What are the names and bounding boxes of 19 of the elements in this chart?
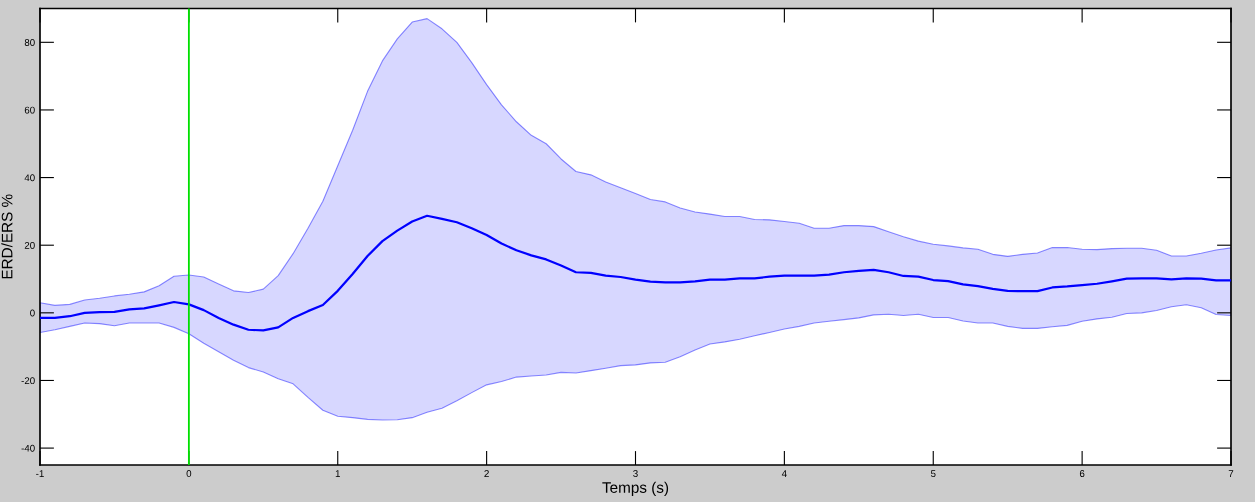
x-tick-label: 5 [930,470,936,477]
y-tick-label: 20 [24,241,35,249]
y-axis-title: ERD/ERS % [1,194,13,279]
x-tick-label: 2 [484,470,489,477]
y-tick-label: 40 [24,174,35,182]
x-tick-label: 4 [781,470,787,477]
y-tick-label: 80 [24,39,35,46]
line-series [40,214,1231,332]
x-tick-label: 1 [335,470,340,477]
y-tick-label: -20 [21,377,35,385]
x-tick-label: 0 [186,470,192,477]
x-tick-label: 7 [1228,470,1234,477]
x-tick-label: 3 [633,470,638,477]
x-tick-label: 6 [1079,470,1085,477]
y-tick-label: -40 [21,444,35,452]
x-axis-title: Temps (s) [602,481,669,496]
y-tick-label: 0 [30,309,35,317]
y-tick-label: 60 [24,106,35,114]
x-tick-label: -1 [36,470,44,477]
